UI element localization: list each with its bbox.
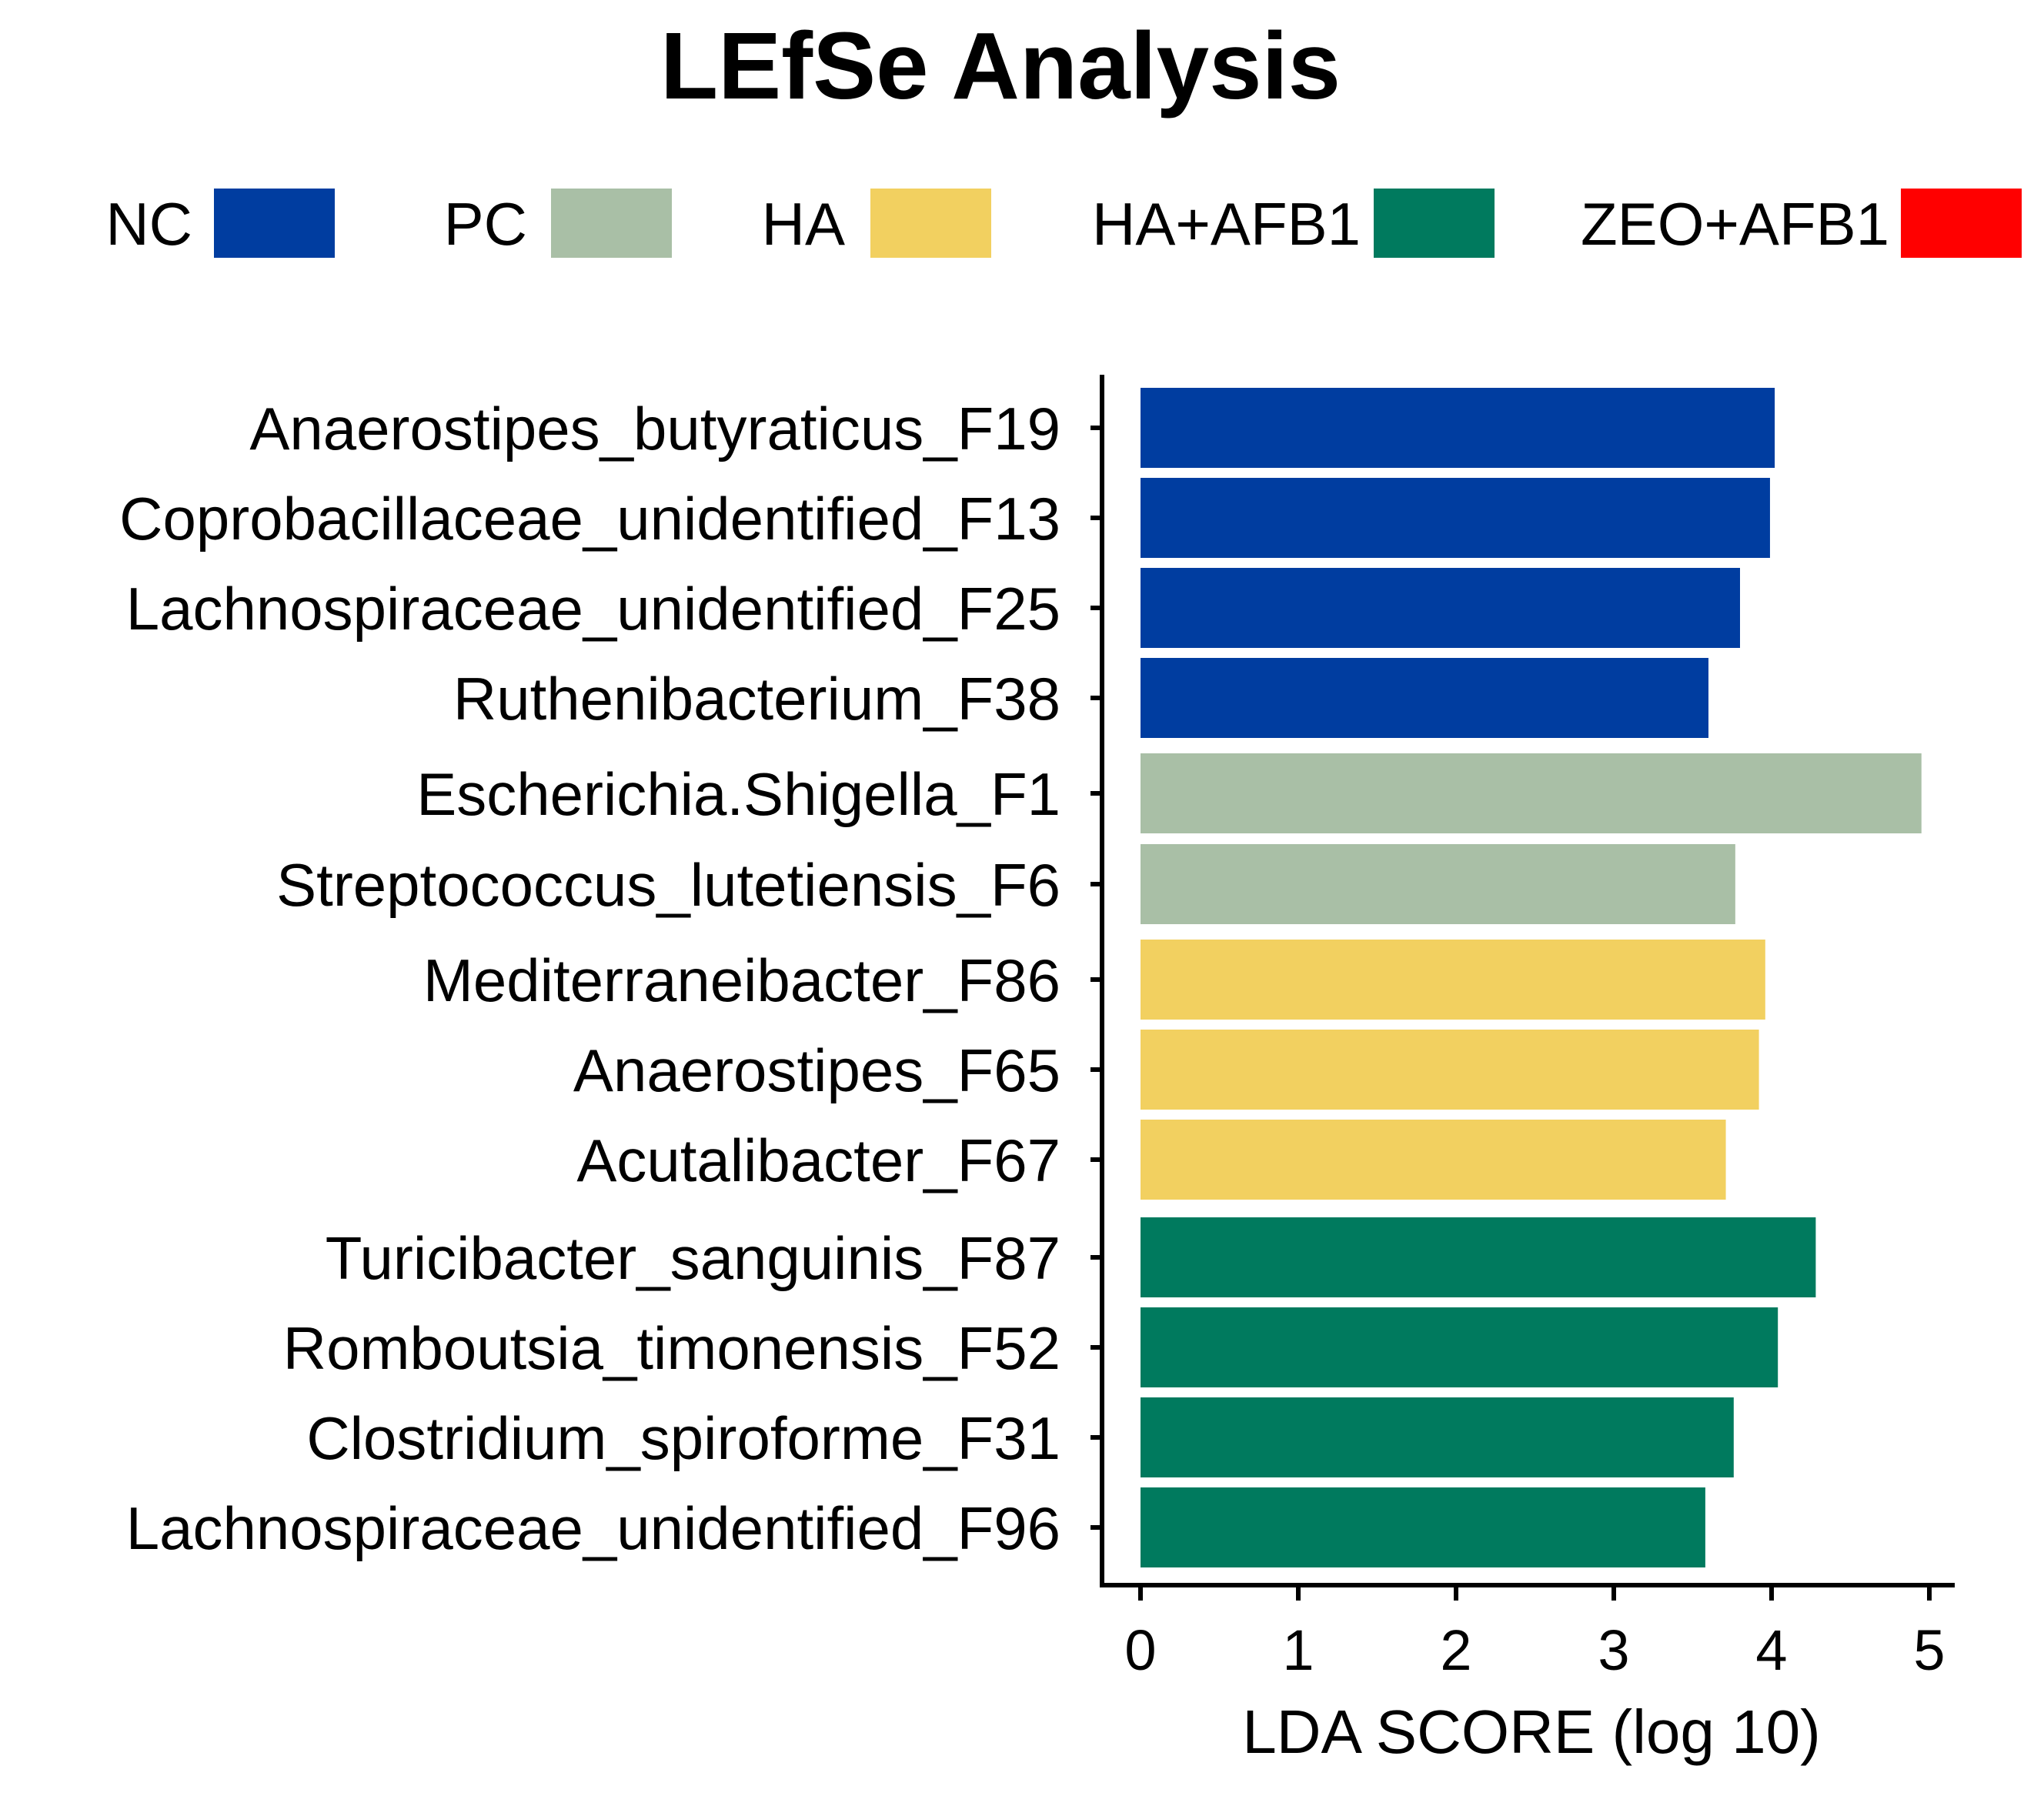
x-tick-label: 1 — [1282, 1618, 1314, 1682]
bar — [1141, 753, 1922, 833]
x-tick-label: 5 — [1913, 1618, 1945, 1682]
bar — [1141, 388, 1775, 468]
bar — [1141, 1487, 1705, 1567]
legend-swatch — [551, 189, 672, 258]
legend-label: ZEO+AFB1 — [1581, 190, 1889, 258]
bar — [1141, 1030, 1759, 1110]
category-label: Lachnospiraceae_unidentified_F25 — [126, 575, 1060, 643]
category-label: Mediterraneibacter_F86 — [423, 946, 1060, 1014]
chart-title: LEfSe Analysis — [660, 14, 1341, 119]
bar — [1141, 1217, 1816, 1297]
legend: NC PC HA HA+AFB1 ZEO+AFB1 — [105, 189, 2022, 258]
category-label: Lachnospiraceae_unidentified_F96 — [126, 1494, 1060, 1562]
bar — [1141, 1397, 1734, 1477]
bar — [1141, 940, 1765, 1020]
x-axis: 0 1 2 3 4 5 — [1100, 375, 1955, 1682]
bar — [1141, 568, 1740, 648]
bar — [1141, 478, 1770, 558]
bars-group — [1141, 388, 1922, 1567]
legend-label: HA — [762, 190, 845, 258]
x-tick-label: 4 — [1755, 1618, 1787, 1682]
category-label: Clostridium_spiroforme_F31 — [306, 1404, 1060, 1472]
category-label: Turicibacter_sanguinis_F87 — [326, 1224, 1060, 1292]
category-label: Romboutsia_timonensis_F52 — [283, 1314, 1060, 1382]
category-label: Streptococcus_lutetiensis_F6 — [276, 851, 1060, 919]
bar — [1141, 844, 1735, 924]
legend-swatch — [1374, 189, 1495, 258]
x-axis-title: LDA SCORE (log 10) — [1242, 1698, 1820, 1766]
legend-swatch — [214, 189, 335, 258]
category-label: Acutalibacter_F67 — [576, 1127, 1060, 1194]
bar — [1141, 658, 1708, 738]
category-label: Coprobacillaceae_unidentified_F13 — [119, 485, 1060, 552]
legend-label: NC — [105, 190, 192, 258]
bar — [1141, 1120, 1726, 1200]
legend-swatch — [1901, 189, 2022, 258]
x-tick-label: 2 — [1440, 1618, 1471, 1682]
category-label: Ruthenibacterium_F38 — [453, 665, 1060, 733]
legend-label: PC — [444, 190, 527, 258]
legend-swatch — [870, 189, 991, 258]
category-label: Anaerostipes_F65 — [573, 1037, 1060, 1104]
x-tick-label: 0 — [1124, 1618, 1156, 1682]
legend-label: HA+AFB1 — [1092, 190, 1361, 258]
bar — [1141, 1307, 1778, 1387]
x-tick-label: 3 — [1598, 1618, 1629, 1682]
category-label: Escherichia.Shigella_F1 — [416, 760, 1060, 828]
category-label: Anaerostipes_butyraticus_F19 — [249, 395, 1060, 462]
category-axis: Anaerostipes_butyraticus_F19 Coprobacilla… — [119, 395, 1102, 1562]
